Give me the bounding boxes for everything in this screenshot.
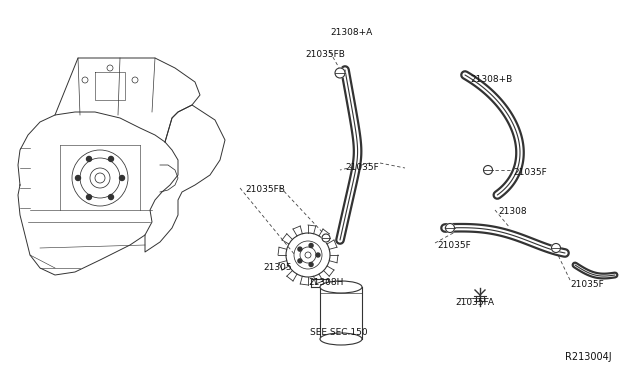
Text: 21035F: 21035F [570,280,604,289]
Circle shape [120,176,125,180]
Text: 21035FA: 21035FA [455,298,494,307]
Text: 21035FB: 21035FB [305,50,345,59]
Circle shape [109,157,113,161]
Circle shape [309,244,313,247]
Circle shape [322,234,330,242]
Circle shape [309,263,313,266]
Circle shape [316,253,320,257]
Text: 21308+A: 21308+A [330,28,372,37]
Circle shape [76,176,81,180]
Circle shape [483,166,493,174]
Ellipse shape [320,281,362,293]
Text: 21035FB: 21035FB [245,185,285,194]
Text: 21035F: 21035F [437,241,471,250]
Circle shape [109,195,113,199]
Circle shape [86,157,92,161]
Circle shape [445,224,454,232]
Text: R213004J: R213004J [565,352,612,362]
Circle shape [298,247,302,251]
Text: 21308+B: 21308+B [470,75,512,84]
Circle shape [298,259,302,263]
Text: 21305: 21305 [263,263,292,272]
Ellipse shape [320,333,362,345]
Circle shape [552,244,561,253]
Text: 21035F: 21035F [345,163,379,172]
Text: 21035F: 21035F [513,168,547,177]
Text: SEE SEC.150: SEE SEC.150 [310,328,367,337]
Text: 21308H: 21308H [308,278,344,287]
Circle shape [335,68,345,78]
Circle shape [86,195,92,199]
Text: 21308: 21308 [498,207,527,216]
